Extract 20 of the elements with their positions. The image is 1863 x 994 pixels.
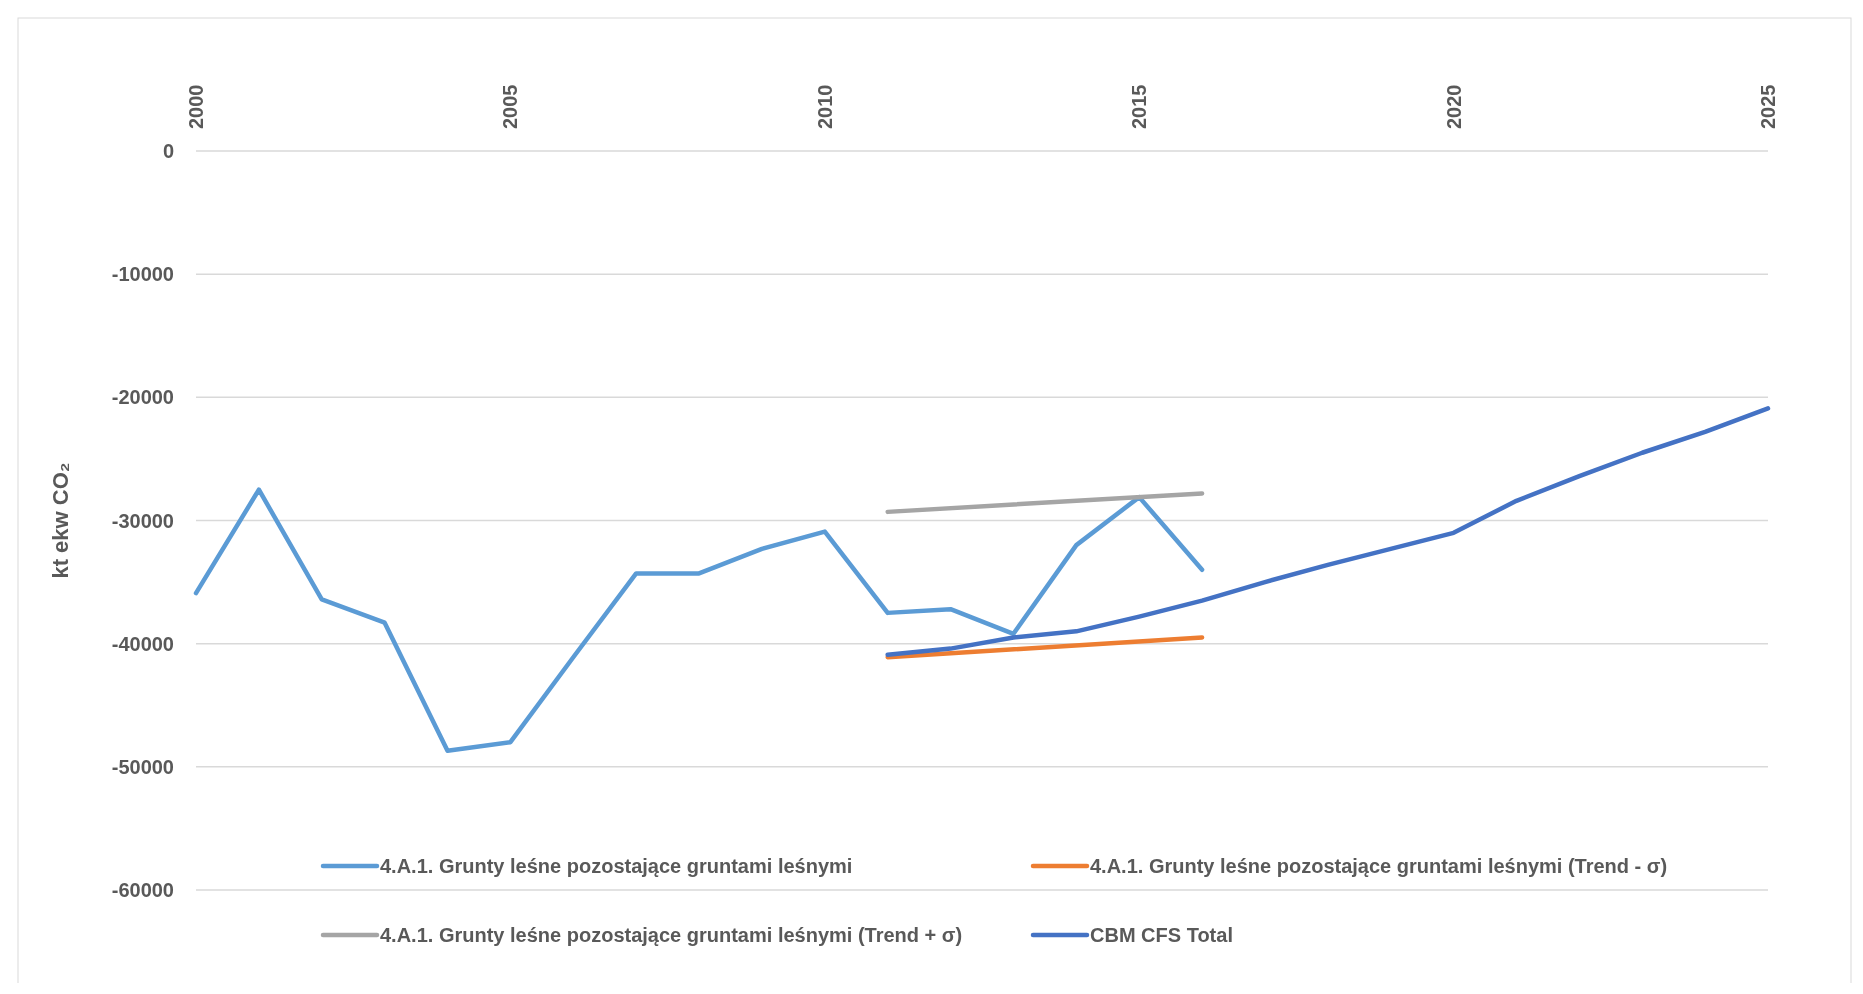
x-tick-label: 2015 (1128, 84, 1151, 129)
y-tick-label: -30000 (111, 509, 174, 532)
x-tick-label: 2000 (185, 84, 207, 129)
legend-label: 4.A.1. Grunty leśne pozostające gruntami leśnymi (Trend - σ) (1090, 855, 1668, 877)
y-tick-label: -20000 (111, 386, 174, 409)
y-tick-label: 0 (162, 140, 174, 162)
legend-label: 4.A.1. Grunty leśne pozostające gruntami leśnymi (Trend + σ) (380, 924, 963, 946)
x-tick-label: 2020 (1442, 84, 1465, 129)
y-axis-title: kt ekw CO₂ (48, 462, 73, 579)
y-tick-label: -40000 (111, 632, 174, 655)
line-series (885, 406, 1771, 657)
y-tick-label: -60000 (111, 879, 174, 901)
y-tick-label: -10000 (111, 263, 174, 286)
x-tick-label: 2025 (1757, 84, 1779, 129)
legend-label: CBM CFS Total (1090, 924, 1233, 946)
x-tick-label: 2005 (499, 84, 522, 129)
x-tick-label: 2010 (813, 84, 836, 129)
y-tick-label: -50000 (111, 755, 174, 778)
legend-label: 4.A.1. Grunty leśne pozostające gruntami leśnymi (380, 855, 853, 877)
line-series (193, 487, 1205, 754)
